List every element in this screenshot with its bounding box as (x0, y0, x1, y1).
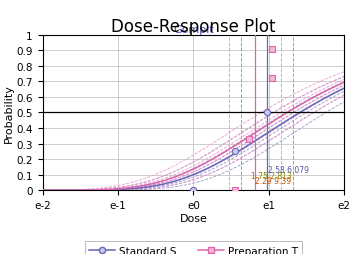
X-axis label: Dose: Dose (180, 213, 207, 223)
Title: Dose-Response Plot: Dose-Response Plot (111, 18, 276, 36)
Text: 1.75 2.813: 1.75 2.813 (251, 171, 292, 180)
Legend: Standard S, Preparation T: Standard S, Preparation T (85, 241, 302, 254)
Text: 2.58 6.079: 2.58 6.079 (268, 166, 308, 175)
Text: 2.29 9.39: 2.29 9.39 (255, 177, 291, 185)
Y-axis label: Probability: Probability (4, 84, 13, 142)
Text: Gompit: Gompit (173, 25, 214, 35)
